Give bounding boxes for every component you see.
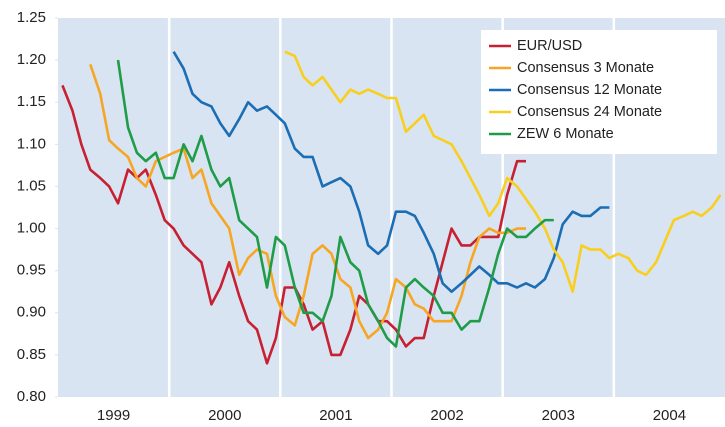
x-tick-label: 2000 [208, 407, 241, 424]
y-tick-label: 0.80 [17, 388, 46, 405]
legend-box [481, 30, 717, 154]
x-tick-label: 1999 [97, 407, 130, 424]
legend-label: Consensus 3 Monate [517, 60, 654, 76]
legend-label: EUR/USD [517, 38, 582, 54]
y-tick-label: 1.20 [17, 51, 46, 68]
y-tick-label: 1.00 [17, 220, 46, 237]
y-tick-label: 0.90 [17, 304, 46, 321]
legend-label: Consensus 12 Monate [517, 82, 662, 98]
x-tick-label: 2001 [319, 407, 352, 424]
x-tick-label: 2003 [542, 407, 575, 424]
y-tick-label: 1.10 [17, 135, 46, 152]
legend: EUR/USD Consensus 3 Monate Consensus 12 Mo… [481, 30, 717, 154]
x-tick-label: 2002 [430, 407, 463, 424]
legend-label: Consensus 24 Monate [517, 104, 662, 120]
series-line [116, 59, 554, 348]
series-line [172, 51, 610, 294]
y-tick-label: 0.85 [17, 346, 46, 363]
y-tick-label: 1.05 [17, 177, 46, 194]
y-tick-label: 1.25 [17, 9, 46, 26]
legend-label: ZEW 6 Monate [517, 126, 614, 142]
series-line [284, 50, 722, 294]
x-tick-label: 2004 [653, 407, 686, 424]
y-tick-label: 0.95 [17, 262, 46, 279]
y-tick-label: 1.15 [17, 93, 46, 110]
